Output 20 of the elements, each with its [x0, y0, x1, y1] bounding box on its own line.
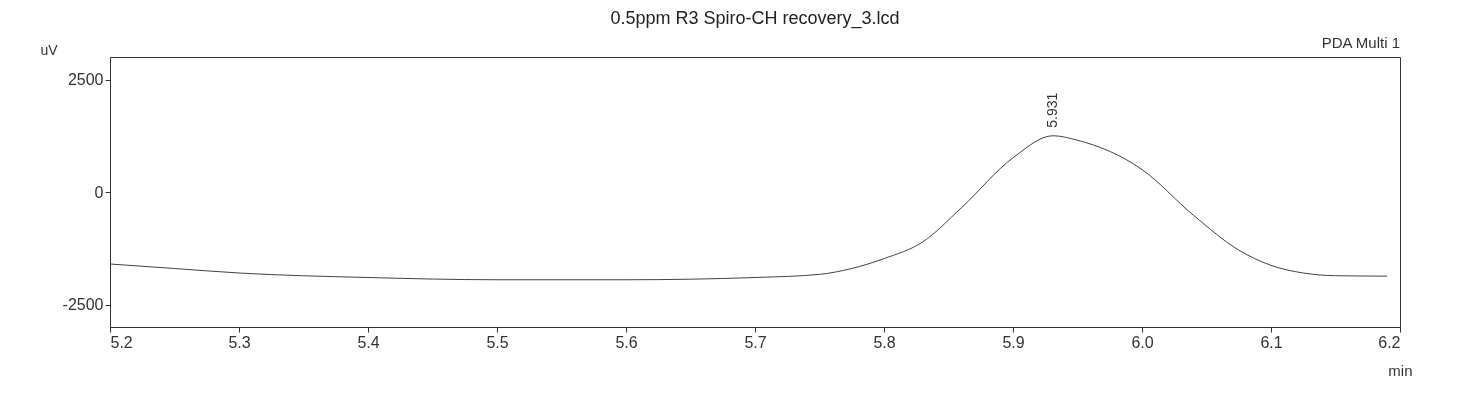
x-tick-label: 6.2 [1378, 333, 1401, 351]
x-tick-label: 5.6 [615, 333, 638, 351]
x-tick-label: 5.2 [110, 333, 133, 351]
x-tick-label: 5.3 [228, 333, 251, 351]
text: PDA Multi 1 [1321, 34, 1400, 51]
annotation: 5.931 [1043, 92, 1060, 128]
chart-title: 0.5ppm R3 Spiro-CH recovery_3.lcd [610, 8, 900, 29]
x-tick-label: 5.5 [486, 333, 509, 351]
y-tick-label: 0 [94, 183, 104, 201]
x-tick-label: 5.7 [744, 333, 767, 351]
line-series [109, 135, 1388, 281]
x-tick-label: 5.8 [873, 333, 896, 351]
x-tick-label: 6.1 [1260, 333, 1283, 351]
y-tick-label: 2500 [67, 71, 104, 88]
y-axis-title: uV [40, 41, 59, 58]
x-tick-label: 5.9 [1002, 333, 1025, 351]
x-tick-label: 6.0 [1131, 333, 1154, 351]
y-tick-label: -2500 [62, 296, 104, 313]
x-tick-label: 5.4 [357, 333, 380, 351]
x-axis-title: min [1388, 361, 1413, 379]
